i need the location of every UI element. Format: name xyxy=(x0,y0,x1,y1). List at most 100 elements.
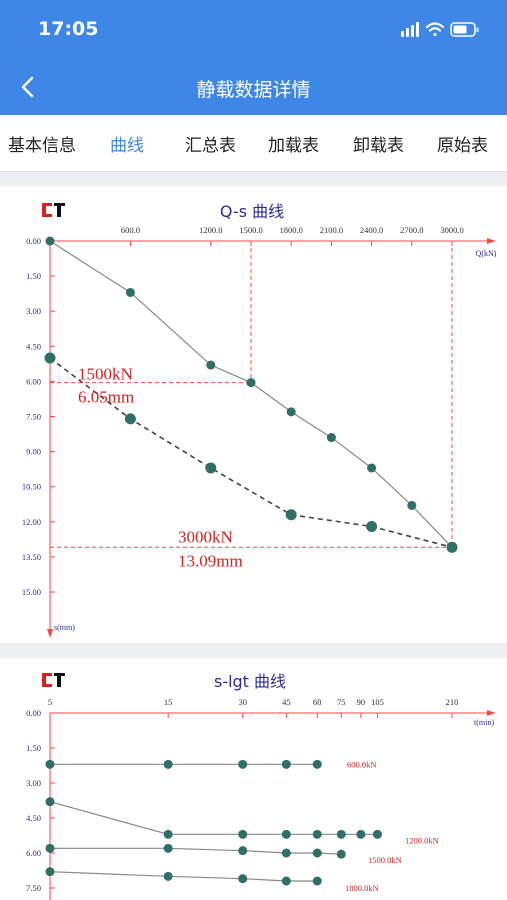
tab-loading[interactable]: 加载表 xyxy=(268,136,319,156)
tab-basic-info[interactable]: 基本信息 xyxy=(8,136,76,156)
tab-summary[interactable]: 汇总表 xyxy=(185,136,236,156)
series-label: 1500.0kN xyxy=(368,855,402,865)
y-tick-label: 0.00 xyxy=(26,236,41,246)
wifi-icon xyxy=(425,22,445,37)
data-point xyxy=(238,874,248,884)
data-point xyxy=(281,876,291,886)
x-tick-label: 75 xyxy=(337,697,346,707)
y-tick-label: 0.00 xyxy=(26,708,41,718)
data-point xyxy=(45,236,55,246)
nav-bar: 静载数据详情 xyxy=(0,60,507,115)
x-tick-label: 30 xyxy=(238,697,247,707)
data-point xyxy=(281,848,291,858)
slgt-chart-card: s-lgt 曲线 t(min) 5 15 30 45 60 75 90 105 210 0.00 1.… xyxy=(0,658,507,900)
data-point xyxy=(285,509,297,521)
series-label: 1800.0kN xyxy=(345,883,379,893)
y-tick-label: 12.00 xyxy=(22,517,41,527)
slgt-chart: s-lgt 曲线 t(min) 5 15 30 45 60 75 90 105 210 0.00 1.… xyxy=(26,670,495,900)
x-axis-unit: Q(kN) xyxy=(476,249,497,258)
x-axis-arrow xyxy=(487,238,495,244)
tab-bar: 基本信息 曲线 汇总表 加载表 卸载表 原始表 xyxy=(0,115,507,172)
data-point xyxy=(312,876,322,886)
data-point xyxy=(246,378,256,388)
battery-icon xyxy=(450,22,479,37)
annotation-settle-2: 13.09mm xyxy=(178,551,243,570)
data-point xyxy=(367,463,377,473)
data-point xyxy=(281,759,291,769)
series-line xyxy=(49,801,378,835)
y-tick-label: 4.50 xyxy=(26,813,41,823)
chevron-left-icon[interactable] xyxy=(14,72,44,102)
tab-curve[interactable]: 曲线 xyxy=(110,136,144,156)
y-tick-label: 10.50 xyxy=(22,482,41,492)
y-tick-label: 4.50 xyxy=(26,341,41,351)
y-tick-label: 6.00 xyxy=(26,848,41,858)
series-line xyxy=(50,847,342,855)
data-point xyxy=(163,871,173,881)
annotation-load-2: 3000kN xyxy=(178,527,233,546)
y-tick-label: 3.00 xyxy=(26,306,41,316)
data-point xyxy=(407,500,417,510)
x-tick-label: 1500.0 xyxy=(239,225,262,235)
data-point xyxy=(163,829,173,839)
data-point xyxy=(45,759,55,769)
y-tick-label: 7.50 xyxy=(26,883,41,893)
data-point xyxy=(163,843,173,853)
qs-chart: Q-s 曲线 Q(kN) s(mm) 600.0 1200.0 1500.0 1800.0… xyxy=(22,200,497,638)
data-point xyxy=(45,867,55,877)
ct-logo xyxy=(40,670,66,690)
x-tick-label: 1200.0 xyxy=(199,225,222,235)
x-axis-unit: t(min) xyxy=(474,718,494,727)
data-point xyxy=(286,407,296,417)
x-tick-label: 1800.0 xyxy=(280,225,303,235)
x-tick-label: 2400.0 xyxy=(360,225,383,235)
x-tick-label: 90 xyxy=(357,697,366,707)
x-tick-label: 60 xyxy=(313,697,322,707)
x-tick-label: 3000.0 xyxy=(440,225,463,235)
y-tick-label: 9.00 xyxy=(26,447,41,457)
x-tick-label: 2700.0 xyxy=(400,225,423,235)
data-point xyxy=(206,360,216,370)
tab-unloading[interactable]: 卸载表 xyxy=(353,136,404,156)
ct-logo xyxy=(40,200,66,220)
data-point xyxy=(238,829,248,839)
x-tick-label: 45 xyxy=(282,697,291,707)
series-label: 600.0kN xyxy=(347,759,377,769)
data-point xyxy=(312,759,322,769)
x-tick-label: 105 xyxy=(371,697,384,707)
data-point xyxy=(124,413,136,425)
data-point xyxy=(336,849,346,859)
series-line xyxy=(49,871,318,882)
annotation-load-1: 1500kN xyxy=(78,365,133,384)
unloading-curve xyxy=(49,357,453,549)
y-tick-label: 15.00 xyxy=(22,587,41,597)
signal-icon xyxy=(401,22,419,37)
y-tick-label: 3.00 xyxy=(26,778,41,788)
data-point xyxy=(372,829,382,839)
data-point xyxy=(45,843,55,853)
qs-chart-title: Q-s 曲线 xyxy=(220,202,284,221)
data-point xyxy=(238,846,248,856)
data-point xyxy=(238,759,248,769)
y-tick-label: 6.00 xyxy=(26,376,41,386)
data-point xyxy=(326,433,336,443)
annotation-settle-1: 6.05mm xyxy=(78,388,134,407)
x-tick-label: 2100.0 xyxy=(320,225,343,235)
data-point xyxy=(44,352,56,364)
x-axis-arrow xyxy=(487,710,495,716)
tab-raw[interactable]: 原始表 xyxy=(437,136,488,156)
data-point xyxy=(312,829,322,839)
y-tick-label: 1.50 xyxy=(26,271,41,281)
data-point xyxy=(125,287,135,297)
data-point xyxy=(336,829,346,839)
x-tick-label: 600.0 xyxy=(121,225,140,235)
y-axis-unit: s(mm) xyxy=(54,623,75,632)
data-point xyxy=(163,759,173,769)
y-axis-arrow xyxy=(47,629,53,638)
x-tick-label: 15 xyxy=(164,697,173,707)
qs-chart-card: Q-s 曲线 Q(kN) s(mm) 600.0 1200.0 1500.0 1800.0… xyxy=(0,186,507,643)
y-tick-label: 7.50 xyxy=(26,412,41,422)
page-title: 静载数据详情 xyxy=(196,79,311,101)
x-tick-label: 5 xyxy=(48,697,52,707)
slgt-chart-title: s-lgt 曲线 xyxy=(214,672,286,691)
